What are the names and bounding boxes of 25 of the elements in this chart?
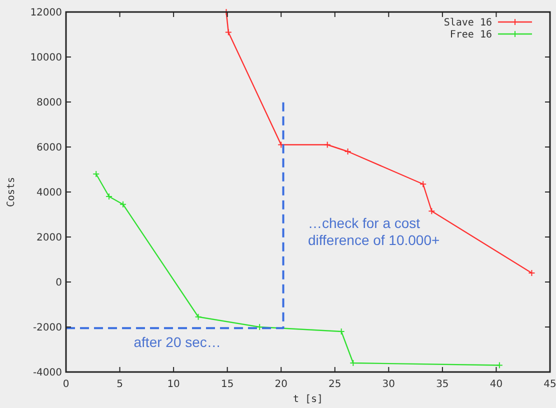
- y-tick-label: 10000: [30, 52, 62, 64]
- x-axis-title: t [s]: [292, 394, 324, 405]
- y-tick-label: 6000: [36, 142, 62, 154]
- x-tick-label: 35: [436, 379, 449, 390]
- x-tick-label: 5: [116, 379, 123, 390]
- x-tick-label: 10: [167, 379, 180, 390]
- y-tick-label: 2000: [36, 232, 62, 244]
- y-tick-label: 0: [56, 278, 62, 288]
- x-tick-label: 40: [490, 379, 503, 390]
- legend-label: Free 16: [450, 30, 492, 40]
- y-tick-label: 12000: [30, 8, 62, 18]
- x-tick-label: 20: [274, 379, 288, 390]
- x-tick-label: 25: [328, 379, 342, 390]
- legend-label: Slave 16: [444, 18, 492, 28]
- y-tick-label: -2000: [32, 322, 62, 334]
- y-tick-label: -4000: [32, 368, 62, 378]
- annotation: after 20 sec…: [134, 334, 221, 350]
- x-tick-label: 0: [62, 379, 70, 390]
- y-tick-label: 8000: [36, 98, 62, 108]
- x-tick-label: 45: [544, 379, 556, 390]
- annotation: …check for a cost difference of 10.000+: [308, 215, 440, 248]
- y-tick-label: 4000: [36, 188, 62, 198]
- x-tick-label: 30: [382, 379, 396, 390]
- y-axis-title: Costs: [6, 176, 17, 208]
- x-tick-label: 15: [220, 379, 234, 390]
